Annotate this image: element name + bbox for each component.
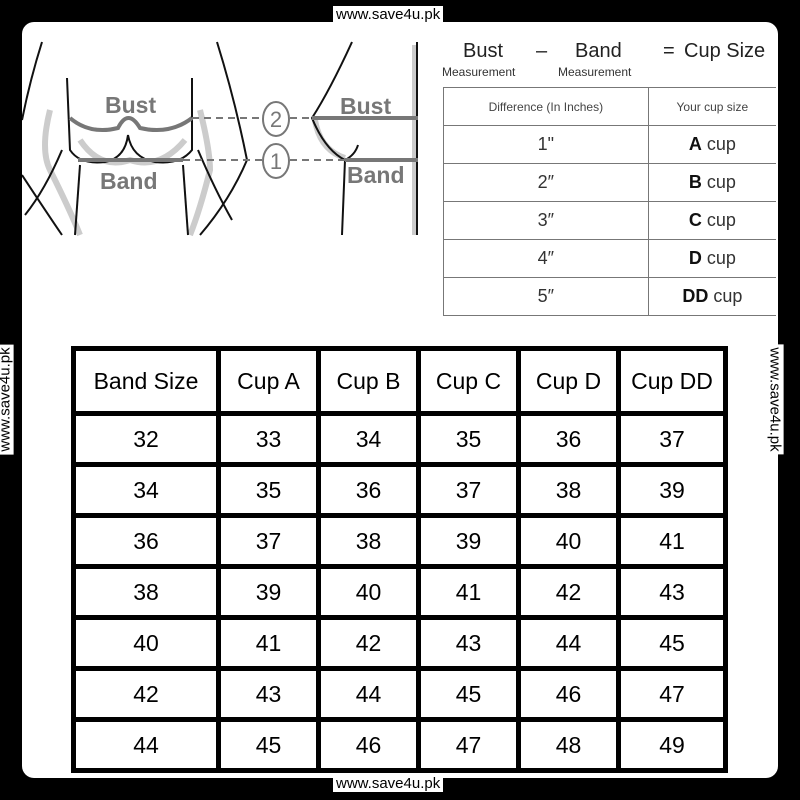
header-cell: Cup A: [221, 351, 316, 411]
bust-size-cell: 35: [421, 416, 516, 462]
bust-size-cell: 43: [421, 620, 516, 666]
bust-size-cell: 49: [621, 722, 723, 768]
watermark-top: www.save4u.pk: [333, 6, 444, 23]
band-size-cell: 44: [76, 722, 216, 768]
bust-size-cell: 45: [621, 620, 723, 666]
bust-size-cell: 47: [421, 722, 516, 768]
bust-size-cell: 39: [621, 467, 723, 513]
formula-band: Band: [575, 40, 622, 62]
bust-size-cell: 34: [321, 416, 416, 462]
table-row: 3″ C cup: [443, 201, 776, 240]
difference-cell: 3″: [443, 201, 649, 240]
bust-size-cell: 39: [421, 518, 516, 564]
marker-1: 1: [270, 149, 282, 174]
table-row: 1" A cup: [443, 125, 776, 164]
bust-size-cell: 45: [421, 671, 516, 717]
cup-cell: A cup: [647, 125, 776, 164]
bust-size-cell: 37: [421, 467, 516, 513]
bra-size-table: Band Size Cup A Cup B Cup C Cup D Cup DD 32 33 3…: [71, 346, 728, 773]
bust-size-cell: 41: [221, 620, 316, 666]
band-size-cell: 40: [76, 620, 216, 666]
bust-label-front: Bust: [105, 92, 156, 118]
bust-size-cell: 44: [321, 671, 416, 717]
bust-size-cell: 46: [321, 722, 416, 768]
bust-label-side: Bust: [340, 93, 391, 119]
bust-size-cell: 42: [521, 569, 616, 615]
bust-size-cell: 35: [221, 467, 316, 513]
table-row: 5″ DD cup: [443, 277, 776, 316]
bust-size-cell: 36: [521, 416, 616, 462]
header-cup-size: Your cup size: [647, 87, 776, 126]
difference-cell: 4″: [443, 239, 649, 278]
watermark-bottom: www.save4u.pk: [333, 775, 444, 792]
band-size-cell: 38: [76, 569, 216, 615]
cup-cell: D cup: [647, 239, 776, 278]
cup-cell: B cup: [647, 163, 776, 202]
bust-size-cell: 45: [221, 722, 316, 768]
header-difference: Difference (In Inches): [443, 87, 649, 126]
header-cell: Cup D: [521, 351, 616, 411]
bust-size-cell: 38: [521, 467, 616, 513]
band-label-front: Band: [100, 168, 158, 194]
difference-cell: 2″: [443, 163, 649, 202]
formula-result: Cup Size: [684, 40, 766, 62]
bust-size-cell: 48: [521, 722, 616, 768]
bust-size-cell: 37: [621, 416, 723, 462]
header-cell: Band Size: [76, 351, 216, 411]
bust-size-cell: 38: [321, 518, 416, 564]
bust-size-cell: 36: [321, 467, 416, 513]
formula-band-sub: Measurement: [558, 65, 632, 79]
marker-2: 2: [270, 107, 282, 132]
table-header-row: Difference (In Inches) Your cup size: [443, 87, 776, 126]
band-size-cell: 32: [76, 416, 216, 462]
table-row: 2″ B cup: [443, 163, 776, 202]
difference-cell: 1": [443, 125, 649, 164]
bust-size-cell: 43: [221, 671, 316, 717]
bust-size-cell: 47: [621, 671, 723, 717]
band-size-cell: 34: [76, 467, 216, 513]
cup-cell: C cup: [647, 201, 776, 240]
measurement-illustration: Bust Band Bust Band 2 1: [22, 41, 418, 237]
band-size-cell: 42: [76, 671, 216, 717]
bust-size-cell: 41: [621, 518, 723, 564]
header-cell: Cup B: [321, 351, 416, 411]
bust-size-cell: 39: [221, 569, 316, 615]
cup-size-formula: Bust – Band = Cup Size Measurement Measu…: [440, 38, 780, 86]
header-cell: Cup C: [421, 351, 516, 411]
difference-cell: 5″: [443, 277, 649, 316]
formula-equals: =: [663, 40, 675, 62]
cup-difference-table: Difference (In Inches) Your cup size 1" A…: [443, 87, 776, 316]
table-row: 4″ D cup: [443, 239, 776, 278]
band-label-side: Band: [347, 162, 405, 188]
band-size-cell: 36: [76, 518, 216, 564]
formula-bust: Bust: [463, 40, 504, 62]
bust-size-cell: 40: [521, 518, 616, 564]
bust-size-cell: 40: [321, 569, 416, 615]
bust-size-cell: 42: [321, 620, 416, 666]
watermark-right: www.save4u.pk: [766, 344, 784, 455]
bust-size-cell: 46: [521, 671, 616, 717]
bust-size-cell: 44: [521, 620, 616, 666]
bust-size-cell: 37: [221, 518, 316, 564]
cup-cell: DD cup: [647, 277, 776, 316]
bust-size-cell: 41: [421, 569, 516, 615]
header-cell: Cup DD: [621, 351, 723, 411]
bust-size-cell: 33: [221, 416, 316, 462]
watermark-left: www.save4u.pk: [0, 344, 14, 455]
bust-size-cell: 43: [621, 569, 723, 615]
formula-minus: –: [536, 40, 548, 62]
formula-bust-sub: Measurement: [442, 65, 516, 79]
